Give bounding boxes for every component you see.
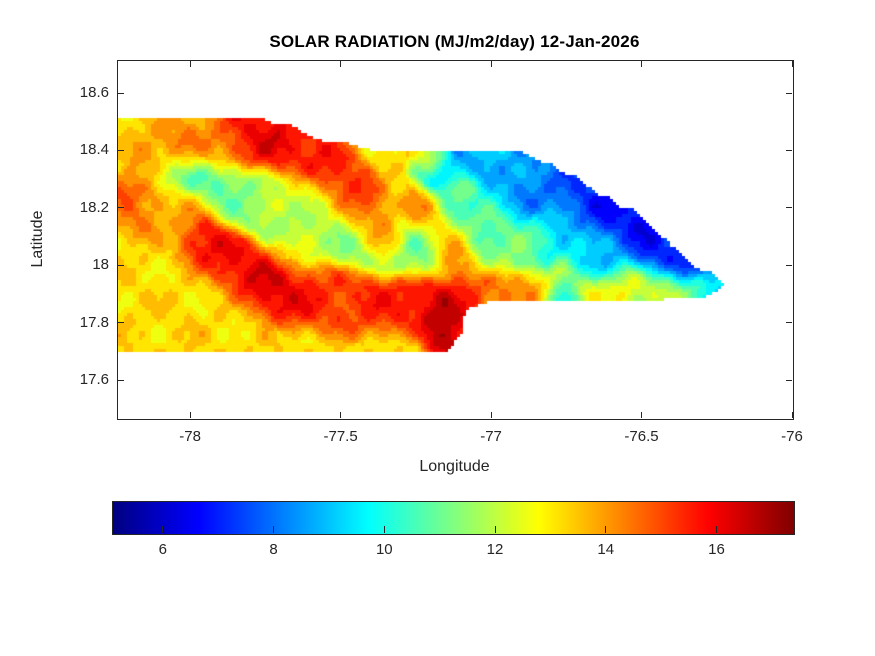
y-tick-label: 18.4 <box>79 141 109 159</box>
colorbar-tick-label: 6 <box>158 541 167 558</box>
x-tick-label: -77 <box>480 428 502 445</box>
colorbar <box>112 501 795 535</box>
colorbar-tick-label: 8 <box>269 541 278 558</box>
y-axis-label: Latitude <box>29 210 46 268</box>
colorbar-tick-label: 10 <box>375 541 393 558</box>
colorbar-tick-label: 14 <box>597 541 615 558</box>
x-axis-label: Longitude <box>419 458 490 475</box>
y-tick-label: 18 <box>92 256 109 274</box>
y-tick-label: 18.2 <box>79 198 109 216</box>
contour-field-canvas <box>118 61 793 419</box>
colorbar-tick-label: 12 <box>486 541 504 558</box>
plot-box <box>117 60 794 420</box>
colorbar-gradient <box>113 502 794 534</box>
x-tick-label: -78 <box>179 428 201 445</box>
colorbar-tick-label: 16 <box>708 541 725 558</box>
x-tick-label: -77.5 <box>323 428 358 445</box>
x-tick-label: -76.5 <box>624 428 659 445</box>
y-tick-label: 18.6 <box>79 84 109 101</box>
x-tick-label: -76 <box>781 428 803 445</box>
chart-title: SOLAR RADIATION (MJ/m2/day) 12-Jan-2026 <box>269 32 640 51</box>
y-tick-label: 17.6 <box>79 371 109 389</box>
y-tick-label: 17.8 <box>79 313 109 331</box>
